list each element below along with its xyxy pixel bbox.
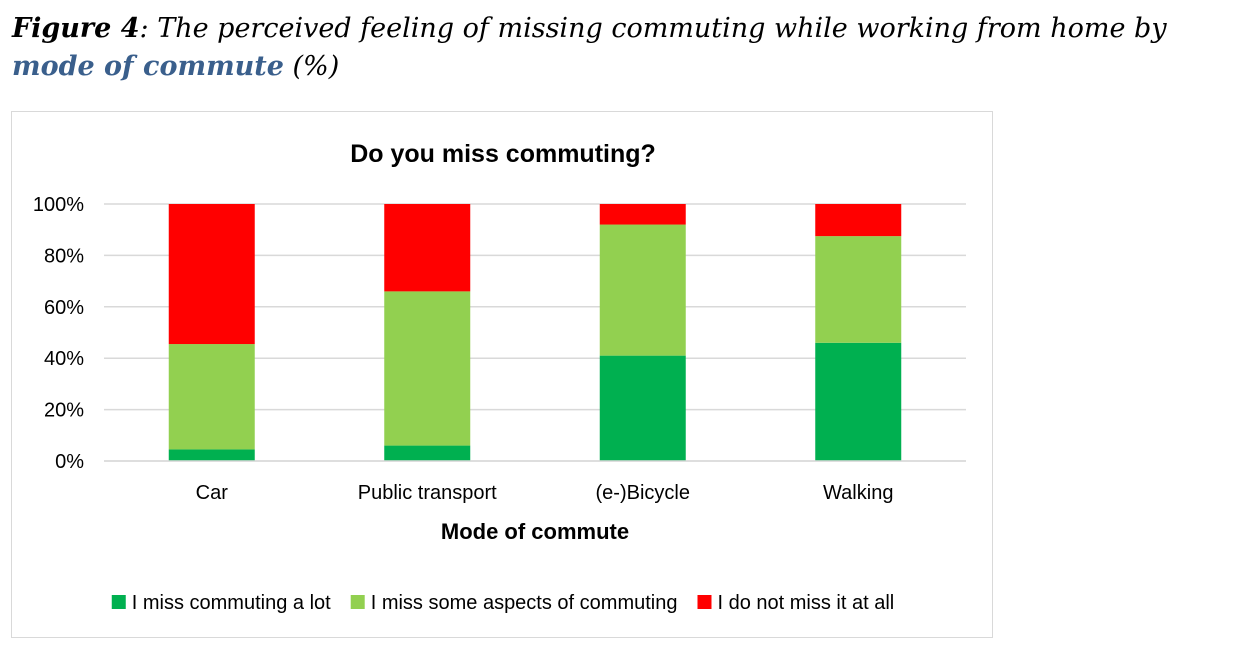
bar-segment-2-1 [168,344,255,450]
legend-swatch-2 [350,595,365,609]
legend-swatch-3 [697,595,712,609]
figure-caption: Figure 4: The perceived feeling of missi… [12,10,1248,86]
bar-segment-1-2 [384,445,471,461]
x-tick-label: (e-)Bicycle [596,482,690,504]
legend-label-3: I do not miss it at all [717,592,894,614]
legend-label-1: I miss commuting a lot [132,592,331,614]
y-tick-label: 20% [44,400,84,422]
x-tick-label: Walking [823,482,893,504]
figure-label: Figure 4 [12,13,140,44]
y-axis-ticks: 0% 20% 40% 60% 80% 100% [33,194,84,473]
y-tick-label: 40% [44,348,84,370]
caption-highlight: mode of commute [12,51,284,82]
y-tick-label: 60% [44,297,84,319]
x-tick-label: Public transport [358,482,497,504]
legend-swatch-1 [111,595,126,609]
legend-label-2: I miss some aspects of commuting [371,592,678,614]
bar-segment-3-4 [815,204,902,237]
x-axis-title: Mode of commute [441,519,629,544]
bar-segment-3-1 [168,204,255,345]
bar-segment-2-3 [599,224,686,356]
x-tick-label: Car [196,482,229,504]
bar-segment-1-3 [599,355,686,461]
legend: I miss commuting a lot I miss some aspect… [111,592,894,614]
y-tick-label: 0% [55,451,84,473]
y-tick-label: 100% [33,194,84,216]
bar-segment-1-1 [168,449,255,461]
chart-frame: Do you miss commuting? 0% 20% 40% 60% 80% 100… [11,111,993,638]
stacked-bar-chart: Do you miss commuting? 0% 20% 40% 60% 80% 100… [33,140,966,614]
bar-segment-2-2 [384,291,471,446]
bar-segment-3-3 [599,204,686,225]
bar-segment-3-2 [384,204,471,292]
y-tick-label: 80% [44,245,84,267]
caption-suffix: (%) [283,51,340,82]
bars [104,204,966,462]
x-axis-ticks: Car Public transport (e-)Bicycle Walking [196,482,894,504]
chart-title: Do you miss commuting? [350,140,656,168]
caption-text: : The perceived feeling of missing commu… [139,13,1167,44]
bar-segment-2-4 [815,236,902,343]
bar-segment-1-4 [815,342,902,461]
